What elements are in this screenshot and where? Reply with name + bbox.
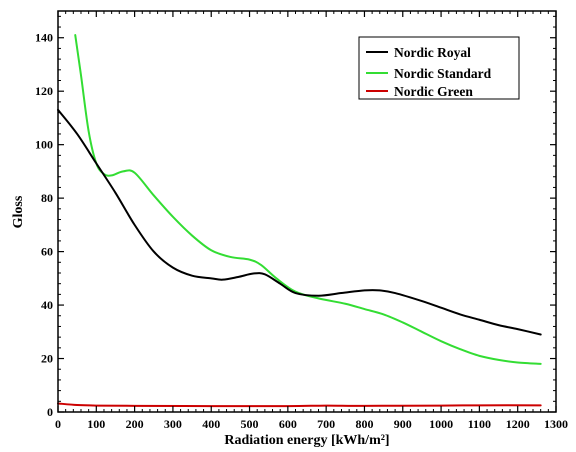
x-tick-label: 900 [394, 417, 412, 431]
x-tick-label: 1300 [544, 417, 568, 431]
y-tick-label: 20 [41, 352, 53, 366]
y-tick-label: 40 [41, 298, 53, 312]
axis-ticks [57, 11, 557, 413]
legend-label-nordic-standard: Nordic Standard [394, 66, 492, 81]
y-axis-title: Gloss [11, 195, 26, 228]
series-line-nordic-royal [57, 108, 542, 336]
y-tick-label: 120 [35, 84, 53, 98]
x-tick-label: 400 [202, 417, 220, 431]
y-tick-label: 100 [35, 138, 53, 152]
x-tick-label: 1200 [506, 417, 530, 431]
x-tick-label: 500 [241, 417, 259, 431]
x-tick-label: 700 [317, 417, 335, 431]
axis-tick-labels: 0 100 200 300 400 500 600 700 800 900 1000 1100 1200… [35, 31, 568, 431]
x-tick-label: 300 [164, 417, 182, 431]
series-line-nordic-green [57, 402, 542, 408]
y-tick-label: 80 [41, 191, 53, 205]
series-line-nordic-standard [74, 34, 542, 365]
legend-box [358, 36, 520, 100]
x-tick-label: 1100 [468, 417, 491, 431]
legend-label-nordic-royal: Nordic Royal [394, 45, 471, 60]
y-tick-label: 0 [47, 405, 53, 419]
y-tick-label: 60 [41, 245, 53, 259]
y-tick-label: 140 [35, 31, 53, 45]
x-axis-title: Radiation energy [kWh/m²] [224, 433, 389, 448]
x-tick-label: 0 [55, 417, 61, 431]
legend: Nordic Royal Nordic Standard Nordic Gree… [358, 36, 520, 100]
x-tick-label: 100 [87, 417, 105, 431]
plot-frame [57, 10, 557, 413]
x-tick-label: 200 [126, 417, 144, 431]
x-tick-label: 800 [355, 417, 373, 431]
x-tick-label: 1000 [429, 417, 453, 431]
x-tick-label: 600 [279, 417, 297, 431]
legend-label-nordic-green: Nordic Green [394, 84, 473, 99]
